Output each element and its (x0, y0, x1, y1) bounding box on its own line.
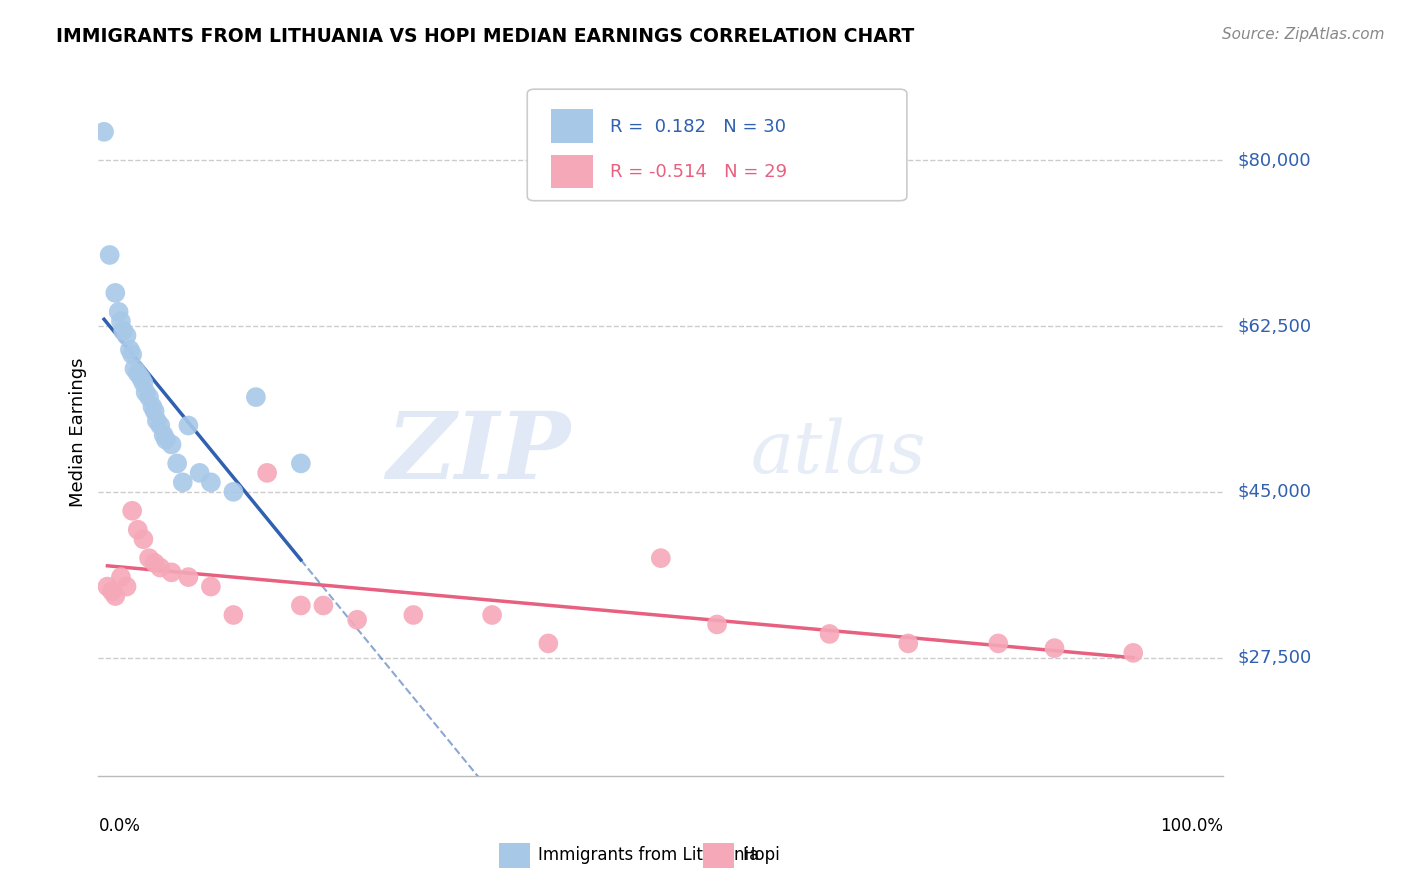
Point (132, 376, 155, 390)
Point (177, 418, 200, 433)
Point (256, 466, 278, 480)
Point (104, 589, 127, 603)
Point (290, 457, 312, 471)
Point (537, 636, 560, 650)
Text: $27,500: $27,500 (1237, 648, 1312, 666)
Text: $45,000: $45,000 (1237, 483, 1312, 500)
Point (290, 599, 312, 613)
Point (1043, 641, 1066, 656)
Point (160, 437, 183, 451)
Point (127, 367, 149, 381)
Point (222, 607, 245, 622)
Point (155, 433, 177, 447)
Point (222, 484, 245, 499)
Text: Immigrants from Lithuania: Immigrants from Lithuania (538, 847, 759, 864)
Point (138, 551, 160, 566)
Point (143, 556, 166, 570)
Point (115, 328, 138, 343)
Text: R =  0.182   N = 30: R = 0.182 N = 30 (610, 119, 786, 136)
Point (115, 580, 138, 594)
Point (818, 627, 841, 641)
Point (200, 580, 222, 594)
Point (166, 457, 188, 471)
Point (132, 532, 155, 546)
Text: Hopi: Hopi (742, 847, 780, 864)
Text: R = -0.514   N = 29: R = -0.514 N = 29 (610, 163, 787, 181)
Point (118, 343, 141, 357)
Point (897, 636, 920, 650)
Point (650, 551, 672, 566)
Point (98, 248, 121, 262)
Point (93, 125, 115, 139)
Point (121, 504, 143, 518)
Text: 0.0%: 0.0% (98, 817, 141, 835)
Point (135, 385, 157, 400)
Point (987, 636, 1010, 650)
Text: ZIP: ZIP (387, 409, 571, 499)
Text: IMMIGRANTS FROM LITHUANIA VS HOPI MEDIAN EARNINGS CORRELATION CHART: IMMIGRANTS FROM LITHUANIA VS HOPI MEDIAN… (56, 27, 914, 45)
Point (110, 570, 132, 584)
Point (143, 404, 166, 418)
Point (101, 584, 124, 599)
Y-axis label: Median Earnings: Median Earnings (69, 358, 87, 508)
Point (149, 418, 172, 433)
Point (141, 400, 163, 414)
Text: atlas: atlas (751, 418, 927, 489)
Point (177, 570, 200, 584)
Point (112, 324, 135, 338)
Point (96, 580, 118, 594)
Point (129, 371, 152, 385)
Point (124, 361, 146, 376)
Point (127, 523, 149, 537)
Text: $80,000: $80,000 (1237, 152, 1310, 169)
Point (149, 560, 172, 574)
Point (188, 466, 211, 480)
Point (1122, 646, 1144, 660)
Point (152, 428, 174, 442)
Point (138, 390, 160, 404)
Point (245, 390, 267, 404)
Point (160, 566, 183, 580)
Text: $62,500: $62,500 (1237, 317, 1312, 335)
Point (104, 285, 127, 300)
Point (172, 475, 194, 490)
Point (107, 305, 129, 319)
Point (146, 414, 169, 428)
Point (481, 607, 503, 622)
Point (706, 617, 728, 632)
Text: 100.0%: 100.0% (1160, 817, 1223, 835)
Point (200, 475, 222, 490)
Point (402, 607, 425, 622)
Point (121, 347, 143, 361)
Text: Source: ZipAtlas.com: Source: ZipAtlas.com (1222, 27, 1385, 42)
Point (346, 613, 368, 627)
Point (312, 599, 335, 613)
Point (110, 314, 132, 328)
